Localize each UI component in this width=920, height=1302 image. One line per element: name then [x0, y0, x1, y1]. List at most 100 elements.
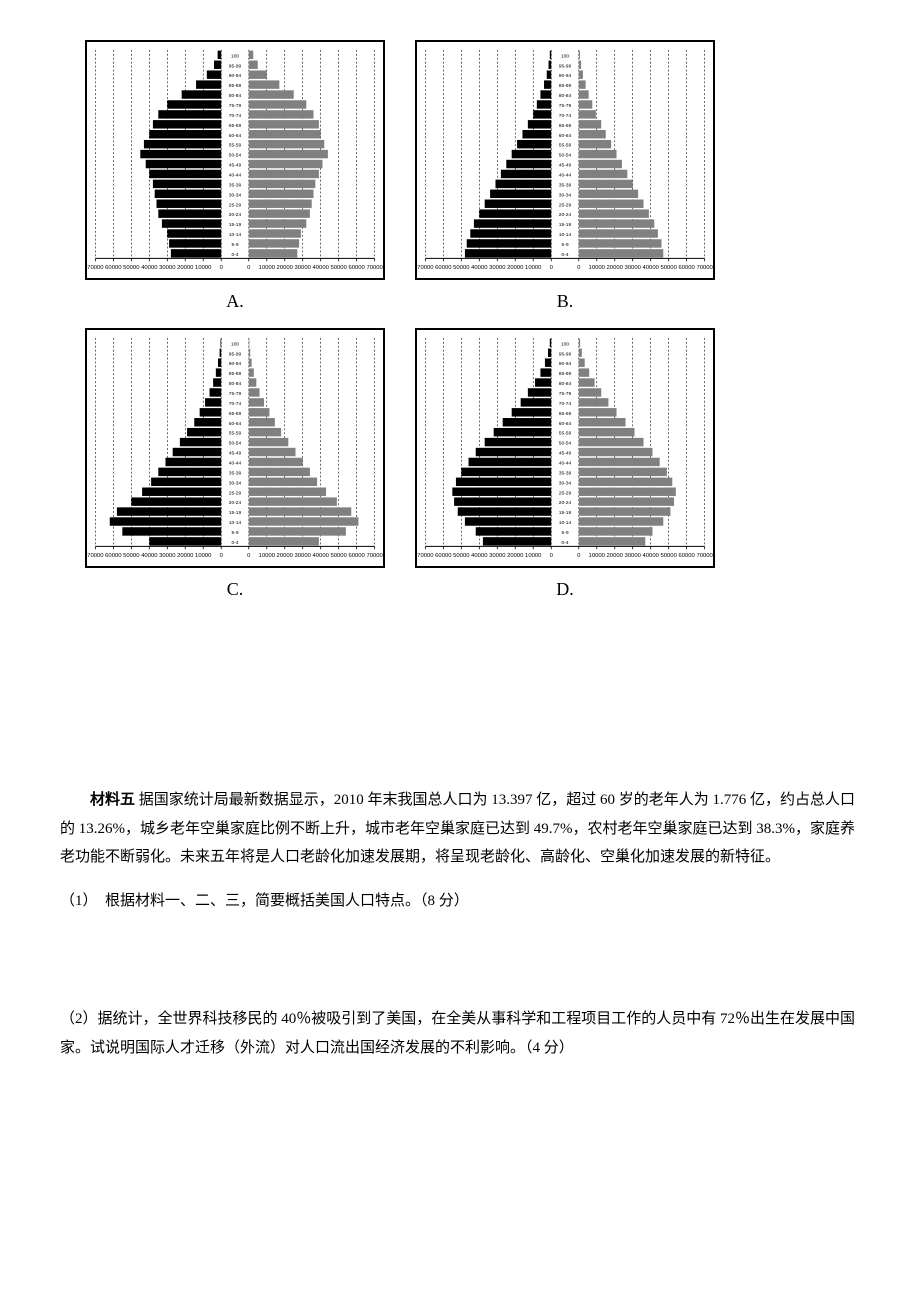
- svg-text:70-74: 70-74: [229, 113, 242, 119]
- svg-text:60000: 60000: [435, 265, 452, 271]
- svg-text:70-74: 70-74: [229, 401, 242, 407]
- svg-text:10-14: 10-14: [559, 232, 572, 238]
- svg-text:25-29: 25-29: [559, 202, 572, 208]
- material-5-body: 据国家统计局最新数据显示，2010 年末我国总人口为 13.397 亿，超过 6…: [60, 792, 855, 865]
- svg-text:50000: 50000: [123, 265, 140, 271]
- svg-text:10000: 10000: [589, 553, 606, 559]
- pyramid-label-A: A.: [226, 284, 244, 318]
- pyramid-grid: 0-4 5-9 10-14 15-19 20-24 25-29 30-34 35-39 40-4…: [80, 40, 720, 606]
- svg-text:5-9: 5-9: [561, 530, 568, 536]
- svg-text:40000: 40000: [312, 265, 329, 271]
- svg-text:35-39: 35-39: [229, 471, 242, 477]
- svg-text:30-34: 30-34: [559, 192, 572, 198]
- pyramid-chart-B: 0-45-910-1415-1920-2425-2930-3435-3940-4…: [415, 40, 715, 280]
- svg-text:20-24: 20-24: [229, 500, 242, 506]
- svg-text:40-44: 40-44: [229, 461, 242, 467]
- svg-text:20000: 20000: [607, 553, 624, 559]
- svg-text:20-24: 20-24: [559, 500, 572, 506]
- question-2: （2）据统计，全世界科技移民的 40％被吸引到了美国，在全美从事科学和工程项目工…: [60, 1005, 860, 1062]
- svg-text:0-4: 0-4: [231, 540, 238, 546]
- svg-text:40000: 40000: [642, 553, 659, 559]
- svg-text:100: 100: [561, 53, 569, 59]
- svg-text:50000: 50000: [330, 265, 347, 271]
- svg-text:80-84: 80-84: [229, 381, 242, 387]
- svg-text:50000: 50000: [453, 553, 470, 559]
- svg-text:50000: 50000: [660, 265, 677, 271]
- svg-text:30-34: 30-34: [559, 481, 572, 487]
- svg-text:95-99: 95-99: [559, 351, 572, 357]
- svg-text:70000: 70000: [366, 553, 383, 559]
- svg-text:20000: 20000: [277, 553, 294, 559]
- svg-text:100: 100: [231, 342, 239, 348]
- svg-text:65-69: 65-69: [559, 411, 572, 417]
- svg-text:75-79: 75-79: [229, 391, 242, 397]
- svg-text:70-74: 70-74: [559, 113, 572, 119]
- svg-text:40-44: 40-44: [559, 172, 572, 178]
- svg-text:65-69: 65-69: [229, 123, 242, 129]
- svg-text:25-29: 25-29: [229, 490, 242, 496]
- svg-text:20000: 20000: [177, 265, 194, 271]
- svg-text:45-49: 45-49: [559, 451, 572, 457]
- svg-text:50-54: 50-54: [559, 153, 572, 159]
- svg-text:100: 100: [231, 53, 239, 59]
- svg-text:70000: 70000: [696, 265, 713, 271]
- svg-text:10-14: 10-14: [229, 520, 242, 526]
- pyramid-chart-C: 0-45-910-1415-1920-2425-2930-3435-3940-4…: [85, 328, 385, 568]
- svg-text:50000: 50000: [330, 553, 347, 559]
- svg-text:85-89: 85-89: [229, 371, 242, 377]
- pyramid-chart-D: 0-45-910-1415-1920-2425-2930-3435-3940-4…: [415, 328, 715, 568]
- svg-text:80-84: 80-84: [229, 93, 242, 99]
- svg-text:85-89: 85-89: [559, 83, 572, 89]
- svg-text:70000: 70000: [87, 553, 104, 559]
- pyramid-label-C: C.: [227, 572, 244, 606]
- svg-text:95-99: 95-99: [229, 63, 242, 69]
- svg-text:30000: 30000: [489, 553, 506, 559]
- svg-text:40000: 40000: [471, 553, 488, 559]
- svg-text:70000: 70000: [696, 553, 713, 559]
- svg-text:60-64: 60-64: [229, 133, 242, 139]
- svg-text:45-49: 45-49: [559, 163, 572, 169]
- svg-text:60000: 60000: [105, 553, 122, 559]
- svg-text:90-94: 90-94: [229, 361, 242, 367]
- svg-text:45-49: 45-49: [229, 451, 242, 457]
- svg-text:50-54: 50-54: [559, 441, 572, 447]
- svg-text:15-19: 15-19: [559, 222, 572, 228]
- svg-text:20000: 20000: [277, 265, 294, 271]
- question-1: （1） 根据材料一、二、三，简要概括美国人口特点。（8 分）: [60, 887, 860, 916]
- svg-text:30000: 30000: [295, 265, 312, 271]
- svg-text:5-9: 5-9: [561, 242, 568, 248]
- svg-text:10000: 10000: [589, 265, 606, 271]
- svg-text:30-34: 30-34: [229, 192, 242, 198]
- svg-text:55-59: 55-59: [229, 143, 242, 149]
- svg-text:30-34: 30-34: [229, 481, 242, 487]
- svg-text:55-59: 55-59: [559, 431, 572, 437]
- pyramid-cell-C: 0-45-910-1415-1920-2425-2930-3435-3940-4…: [80, 328, 390, 606]
- svg-text:85-89: 85-89: [559, 371, 572, 377]
- material-5-paragraph: 材料五 据国家统计局最新数据显示，2010 年末我国总人口为 13.397 亿，…: [60, 786, 860, 872]
- svg-text:30000: 30000: [295, 553, 312, 559]
- svg-text:30000: 30000: [625, 265, 642, 271]
- svg-text:45-49: 45-49: [229, 163, 242, 169]
- svg-text:10000: 10000: [259, 265, 276, 271]
- svg-text:10000: 10000: [525, 553, 542, 559]
- svg-text:75-79: 75-79: [229, 103, 242, 109]
- svg-text:60-64: 60-64: [559, 421, 572, 427]
- svg-text:20000: 20000: [507, 553, 524, 559]
- svg-text:70-74: 70-74: [559, 401, 572, 407]
- svg-text:60000: 60000: [348, 553, 365, 559]
- svg-text:40000: 40000: [312, 553, 329, 559]
- svg-text:50000: 50000: [660, 553, 677, 559]
- svg-text:0-4: 0-4: [561, 540, 568, 546]
- svg-text:10-14: 10-14: [559, 520, 572, 526]
- svg-text:25-29: 25-29: [559, 490, 572, 496]
- svg-text:10000: 10000: [259, 553, 276, 559]
- svg-text:50000: 50000: [453, 265, 470, 271]
- svg-text:10000: 10000: [195, 553, 212, 559]
- svg-text:90-94: 90-94: [559, 361, 572, 367]
- material-5-block: 材料五 据国家统计局最新数据显示，2010 年末我国总人口为 13.397 亿，…: [60, 786, 860, 1062]
- svg-text:60000: 60000: [678, 553, 695, 559]
- svg-text:40000: 40000: [141, 553, 158, 559]
- svg-text:75-79: 75-79: [559, 391, 572, 397]
- svg-text:40-44: 40-44: [559, 461, 572, 467]
- svg-text:50-54: 50-54: [229, 441, 242, 447]
